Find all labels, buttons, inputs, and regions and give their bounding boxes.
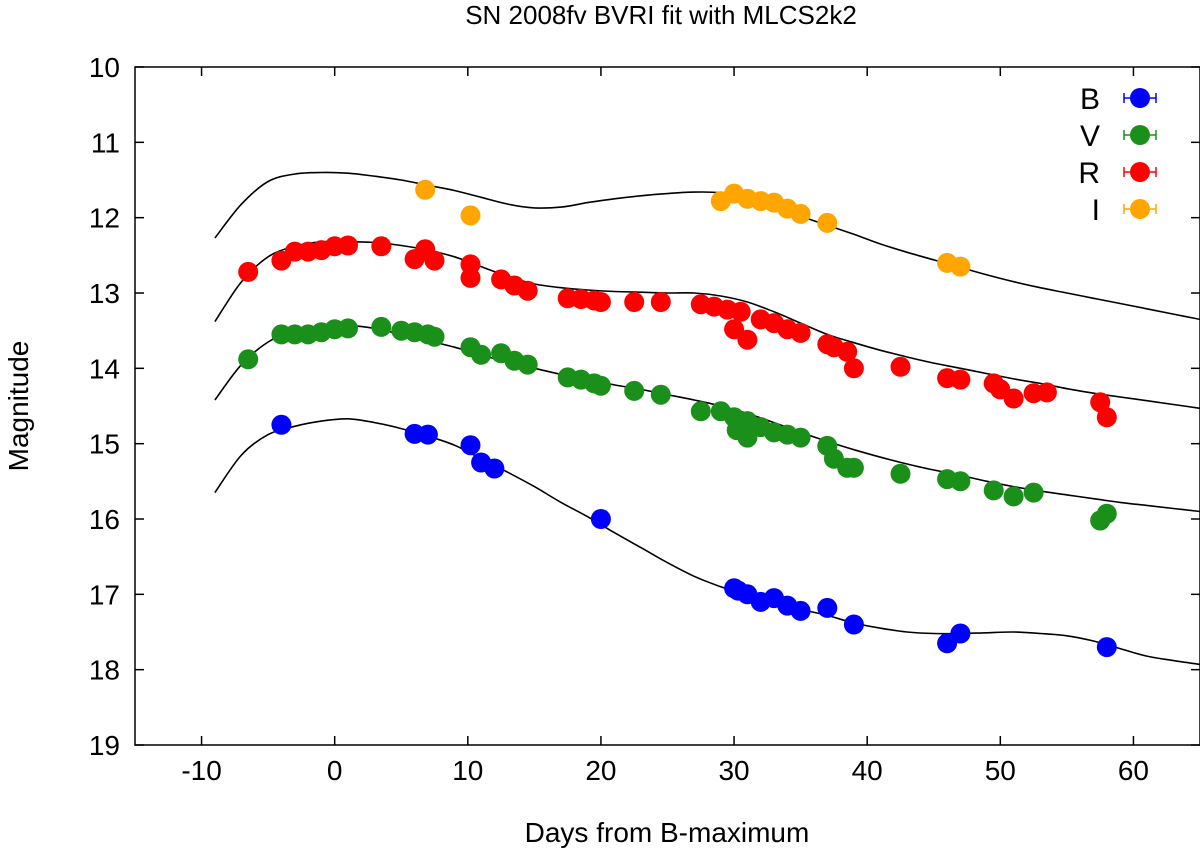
model-curve-r — [214, 240, 1200, 410]
data-point-r — [1036, 382, 1057, 403]
y-axis-label: Magnitude — [3, 341, 34, 472]
y-tick-label: 17 — [89, 579, 120, 610]
data-point-r — [424, 250, 445, 271]
y-tick-label: 16 — [89, 504, 120, 535]
data-point-v — [1023, 482, 1044, 503]
data-point-i — [460, 205, 481, 226]
data-point-v — [471, 344, 492, 365]
x-tick-label: 50 — [985, 755, 1016, 786]
y-tick-label: 11 — [91, 127, 120, 158]
data-point-r — [843, 358, 864, 379]
y-tick-label: 15 — [89, 429, 120, 460]
data-point-v — [843, 457, 864, 478]
data-point-v — [1096, 503, 1117, 524]
y-axis-ticks: 10 11 12 13 14 15 16 17 18 19 — [89, 52, 1200, 761]
data-point-v — [590, 375, 611, 396]
data-point-v — [950, 471, 971, 492]
y-tick-label: 14 — [89, 353, 120, 384]
data-point-v — [371, 316, 392, 337]
legend-marker-r — [1130, 162, 1150, 182]
data-point-v — [983, 480, 1004, 501]
data-point-v — [424, 326, 445, 347]
legend-label-i: I — [1092, 194, 1100, 227]
data-point-v — [624, 380, 645, 401]
data-point-r — [338, 235, 358, 256]
data-point-r — [460, 267, 481, 288]
data-point-r — [624, 292, 645, 312]
data-point-r — [730, 301, 751, 322]
legend-label-b: B — [1080, 83, 1100, 116]
data-point-i — [415, 179, 436, 200]
data-point-v — [790, 427, 811, 448]
x-tick-label: -10 — [181, 755, 221, 786]
data-point-v — [650, 384, 671, 405]
data-point-r — [517, 280, 538, 301]
data-point-b — [271, 414, 292, 435]
x-tick-label: 60 — [1118, 755, 1149, 786]
x-tick-label: 20 — [585, 755, 616, 786]
legend-marker-i — [1130, 199, 1150, 219]
y-tick-label: 19 — [89, 730, 120, 761]
data-point-v — [517, 354, 538, 375]
data-points — [238, 179, 1117, 658]
data-point-b — [417, 424, 438, 445]
legend-label-v: V — [1080, 120, 1100, 153]
data-point-b — [950, 623, 971, 644]
x-axis-label: Days from B-maximum — [525, 817, 810, 848]
legend-marker-b — [1130, 88, 1150, 108]
data-point-v — [338, 318, 358, 339]
model-curve-b — [214, 417, 1200, 666]
y-tick-label: 18 — [89, 655, 120, 686]
legend: BVRI — [1078, 83, 1157, 227]
legend-label-r: R — [1078, 157, 1100, 190]
data-point-r — [890, 356, 911, 377]
y-tick-label: 13 — [89, 278, 120, 309]
x-tick-label: 30 — [718, 755, 749, 786]
data-point-r — [238, 261, 259, 282]
data-point-r — [371, 236, 392, 257]
data-point-i — [817, 212, 838, 233]
data-point-v — [238, 349, 259, 370]
data-point-v — [1003, 486, 1024, 507]
y-tick-label: 10 — [89, 52, 120, 83]
data-point-i — [790, 203, 811, 224]
y-tick-label: 12 — [89, 203, 120, 234]
data-point-v — [690, 401, 711, 422]
data-point-r — [1090, 392, 1111, 413]
data-point-b — [1096, 637, 1117, 658]
data-point-b — [460, 435, 481, 456]
model-curve-i — [214, 171, 1200, 321]
data-point-r — [1003, 388, 1024, 409]
data-point-r — [1096, 407, 1117, 428]
data-point-b — [484, 458, 505, 479]
data-point-r — [737, 329, 758, 350]
x-tick-label: 40 — [852, 755, 883, 786]
chart-title: SN 2008fv BVRI fit with MLCS2k2 — [465, 0, 857, 30]
legend-marker-v — [1130, 125, 1150, 145]
x-axis-ticks: -10 0 10 20 30 40 50 60 — [181, 67, 1149, 786]
data-point-r — [650, 292, 671, 312]
data-point-r — [837, 341, 858, 362]
data-point-r — [590, 292, 611, 312]
data-point-v — [890, 463, 911, 484]
data-point-b — [790, 600, 811, 621]
x-tick-label: 10 — [452, 755, 483, 786]
data-point-b — [590, 509, 611, 529]
data-point-b — [817, 597, 838, 618]
data-point-b — [843, 614, 864, 635]
data-point-i — [950, 256, 971, 277]
data-point-r — [950, 369, 971, 390]
data-point-r — [790, 322, 811, 343]
plot-frame — [134, 66, 1200, 746]
x-tick-label: 0 — [327, 755, 343, 786]
